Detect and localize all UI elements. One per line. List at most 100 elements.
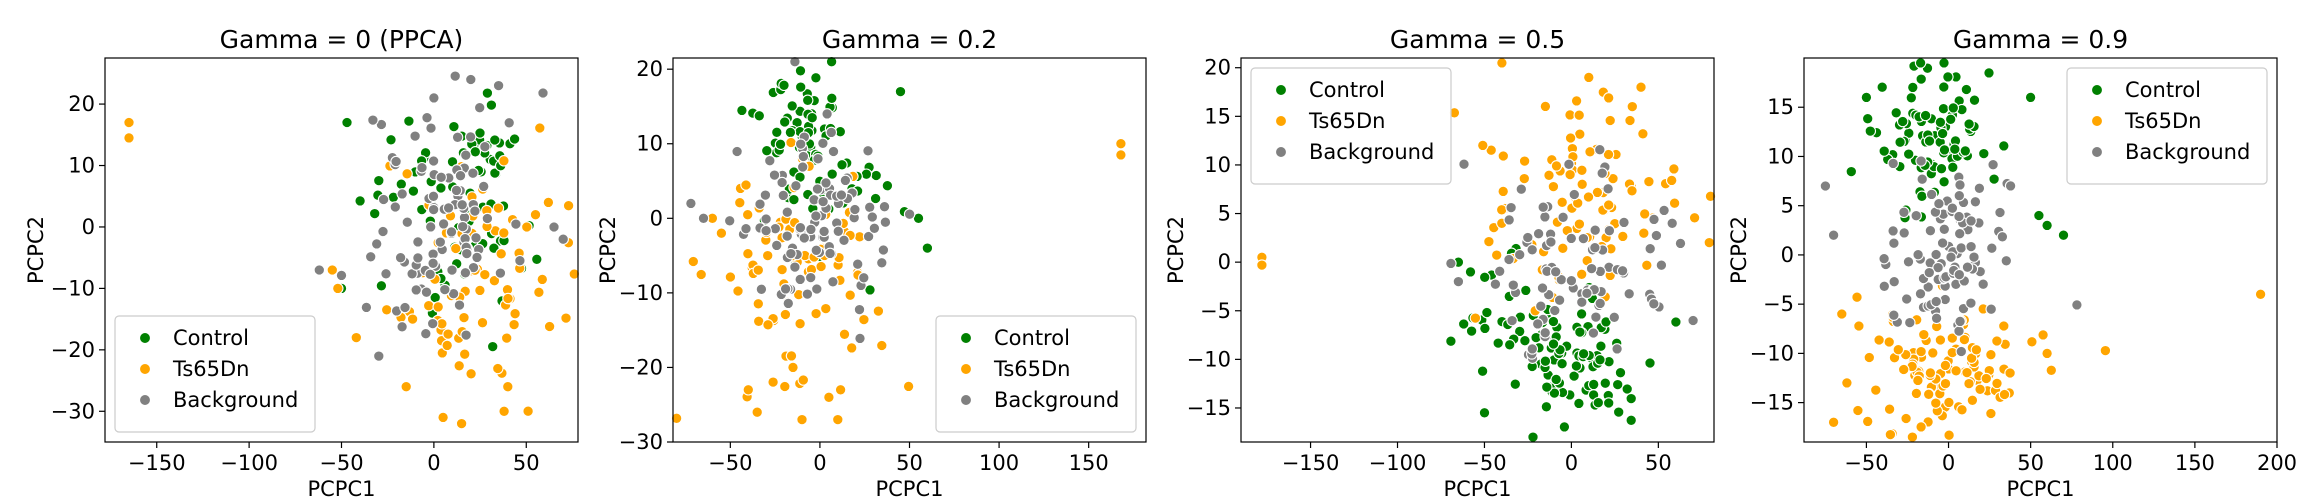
scatter-point-background [1954,315,1966,328]
y-tick-label: 15 [1204,104,1231,128]
scatter-point-ts65dn [1943,429,1955,441]
scatter-point-background [1445,257,1457,270]
scatter-point-ts65dn [509,307,521,320]
scatter-point-background [439,283,451,296]
scatter-point-control [1570,360,1583,372]
scatter-point-ts65dn [787,361,799,374]
scatter-point-control [1890,107,1902,119]
scatter-point-background [548,221,560,233]
scatter-point-background [1535,300,1547,312]
scatter-point-ts65dn [1956,404,1968,416]
scatter-point-background [1996,231,2009,243]
scatter-point-control [1914,57,1927,69]
chart-title: Gamma = 0 (PPCA) [220,25,464,54]
scatter-point-ts65dn [1641,259,1653,272]
scatter-point-control [836,159,848,171]
scatter-point-ts65dn [820,302,832,315]
scatter-point-background [456,220,469,233]
scatter-point-control [1541,381,1553,393]
x-tick-label: 0 [1565,451,1578,475]
scatter-point-ts65dn [406,313,419,325]
x-tick-label: 50 [513,451,540,475]
scatter-point-control [1464,266,1477,278]
scatter-point-control [1625,414,1637,427]
scatter-point-ts65dn [495,248,507,260]
x-tick-label: −150 [128,451,186,475]
scatter-point-background [1522,231,1534,244]
scatter-point-background [797,150,810,163]
scatter-point-ts65dn [123,132,135,144]
scatter-point-ts65dn [1991,335,2003,347]
scatter-point-ts65dn [1950,365,1962,377]
scatter-point-control [341,116,353,129]
scatter-point-ts65dn [1496,57,1508,69]
scatter-point-ts65dn [1883,403,1896,415]
scatter-point-control [1540,401,1553,413]
scatter-point-control [1934,116,1947,129]
scatter-point-background [820,177,832,189]
scatter-point-background [1594,297,1606,310]
legend-box [1250,67,1452,185]
scatter-point-control [1547,315,1560,328]
scatter-point-background [877,244,890,256]
scatter-point-ts65dn [1924,367,1937,379]
scatter-point-control [794,81,807,93]
scatter-point-ts65dn [1497,185,1509,198]
scatter-point-ts65dn [1943,396,1955,409]
y-tick-label: −10 [619,281,663,305]
scatter-point-ts65dn [741,208,754,221]
scatter-point-control [1614,366,1627,379]
scatter-point-control [1520,284,1532,297]
y-tick-label: 20 [1204,56,1231,80]
scatter-point-background [1532,227,1545,240]
scatter-point-background [456,199,468,211]
subplot-1: Gamma = 0 (PPCA)−150 −100 −50 0 50−30−20−100… [24,25,581,498]
scatter-point-ts65dn [1668,163,1680,175]
y-tick-label: −15 [1187,396,1231,420]
scatter-point-background [810,244,823,257]
x-tick-label: −100 [1369,451,1427,475]
scatter-point-background [1644,242,1656,255]
legend-marker-control [959,331,973,345]
scatter-point-ts65dn [832,413,844,426]
scatter-point-background [1987,158,1999,171]
scatter-point-ts65dn [1958,333,1971,346]
scatter-point-background [1969,196,1982,208]
scatter-point-control [435,182,447,194]
scatter-point-background [1602,183,1614,195]
scatter-point-ts65dn [1518,172,1531,185]
legend: Control Ts65Dn Background [935,315,1137,433]
y-tick-label: −5 [1763,292,1794,316]
scatter-point-control [894,85,907,98]
scatter-point-control [1998,140,2010,152]
scatter-point-control [1916,190,1928,203]
scatter-point-ts65dn [776,263,788,276]
scatter-point-background [796,161,809,173]
scatter-point-background [804,271,817,284]
y-tick-label: −20 [51,338,95,362]
legend-box [114,315,316,433]
scatter-point-ts65dn [2254,288,2267,301]
scatter-point-ts65dn [1961,366,1973,379]
scatter-point-ts65dn [752,264,765,276]
scatter-point-ts65dn [476,316,489,329]
scatter-point-background [492,79,505,92]
scatter-point-ts65dn [1570,95,1583,107]
subplot-3: Gamma = 0.5−150 −100 −50 0 50−15−10−50510152… [1164,25,1717,498]
scatter-point-background [1658,204,1670,217]
scatter-point-ts65dn [536,273,549,286]
y-tick-label: 0 [1781,243,1794,267]
scatter-point-background [862,230,875,243]
scatter-point-background [1536,282,1549,294]
scatter-point-background [481,212,494,225]
scatter-point-background [853,303,866,316]
scatter-point-background [1923,266,1936,279]
scatter-point-background [449,70,461,82]
scatter-point-ts65dn [1584,146,1596,158]
scatter-point-background [794,138,807,150]
scatter-point-background [1930,295,1942,308]
scatter-point-ts65dn [401,168,413,180]
scatter-point-control [1595,340,1607,352]
scatter-point-control [1988,173,2000,185]
scatter-point-ts65dn [715,227,728,239]
